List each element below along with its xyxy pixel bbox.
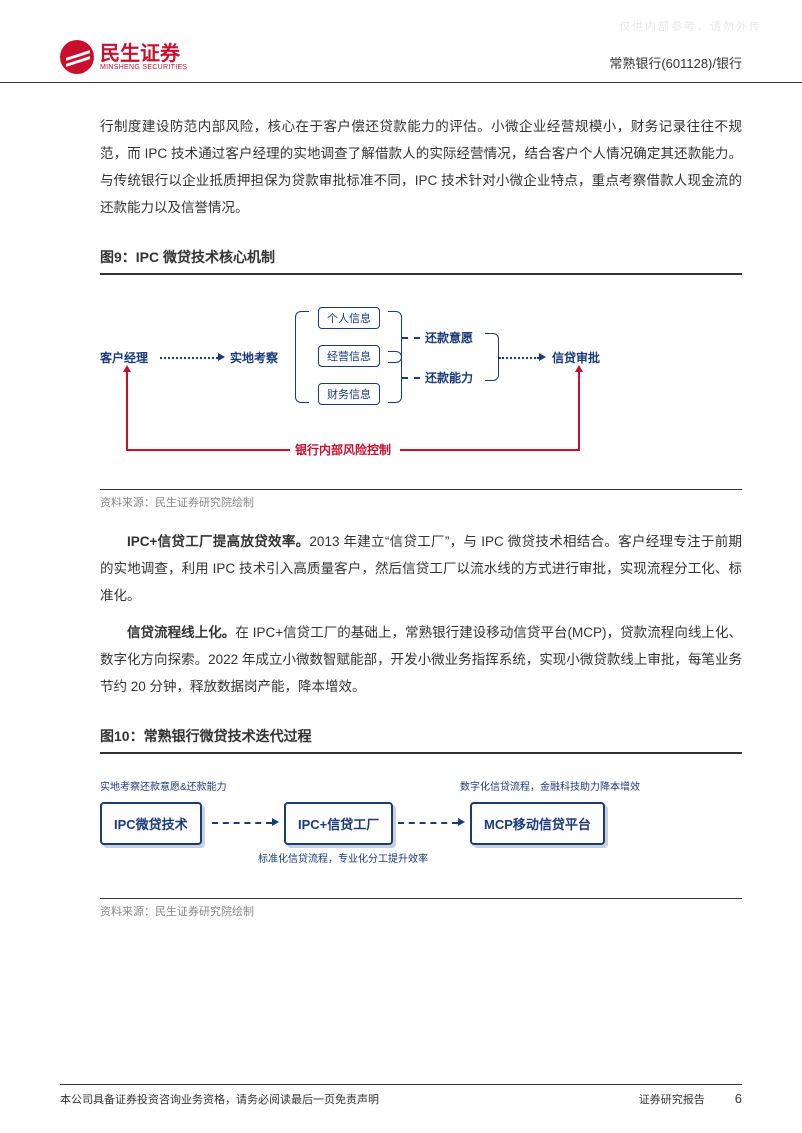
logo-icon <box>60 40 94 74</box>
node-inspect: 实地考察 <box>230 349 278 366</box>
paragraph-2: IPC+信贷工厂提高放贷效率。2013 年建立“信贷工厂”，与 IPC 微贷技术… <box>100 528 742 609</box>
f10-label-1: 实地考察还款意愿&还款能力 <box>100 778 227 793</box>
figure10-source: 资料来源：民生证券研究院绘制 <box>100 898 742 919</box>
logo-area: 民生证券 MINSHENG SECURITIES <box>60 40 187 74</box>
paragraph-1: 行制度建设防范内部风险，核心在于客户偿还贷款能力的评估。小微企业经营规模小，财务… <box>100 113 742 221</box>
page-footer: 本公司具备证券投资咨询业务资格，请务必阅读最后一页免责声明 证券研究报告 6 <box>60 1084 742 1107</box>
p2-strong: IPC+信贷工厂提高放贷效率。 <box>127 534 309 549</box>
node-manager: 客户经理 <box>100 349 148 366</box>
bracket-r2 <box>388 351 402 403</box>
red-v-left <box>126 369 128 449</box>
arrowhead-1 <box>218 353 225 361</box>
footer-left: 本公司具备证券投资咨询业务资格，请务必阅读最后一页免责声明 <box>60 1091 379 1107</box>
f10-block-2: IPC+信贷工厂 <box>284 802 393 845</box>
logo-en: MINSHENG SECURITIES <box>100 64 187 71</box>
figure10-diagram: 实地考察还款意愿&还款能力 数字化信贷流程，金融科技助力降本增效 IPC微贷技术… <box>100 768 742 888</box>
red-h-1 <box>126 449 290 451</box>
f10-arrowhead-1 <box>272 818 279 826</box>
figure9-title: 图9：IPC 微贷技术核心机制 <box>100 247 742 275</box>
box-personal: 个人信息 <box>318 307 380 329</box>
watermark: 仅供内部参考，请勿外传 <box>619 18 762 34</box>
figure10-title: 图10：常熟银行微贷技术迭代过程 <box>100 726 742 754</box>
figure9-diagram: 客户经理 实地考察 个人信息 经营信息 财务信息 还款意愿 还款能力 信贷审批 … <box>100 289 742 479</box>
page-header: 民生证券 MINSHENG SECURITIES 常熟银行(601128)/银行 <box>0 0 802 83</box>
f10-label-2: 标准化信贷流程，专业化分工提升效率 <box>258 850 428 865</box>
arrow-dots-2 <box>499 357 539 359</box>
p3-strong: 信贷流程线上化。 <box>127 625 235 640</box>
box-business: 经营信息 <box>318 345 380 367</box>
dash-r2 <box>402 377 420 379</box>
label-risk: 银行内部风险控制 <box>295 441 391 458</box>
f10-arrowhead-2 <box>458 818 465 826</box>
page-number: 6 <box>735 1091 742 1106</box>
arrowhead-2 <box>539 353 546 361</box>
red-h-2 <box>400 449 578 451</box>
bracket-r3 <box>485 333 499 381</box>
node-ability: 还款能力 <box>425 369 473 386</box>
f10-block-3: MCP移动信贷平台 <box>470 802 605 845</box>
header-right: 常熟银行(601128)/银行 <box>609 53 742 74</box>
arrow-dots-1 <box>160 357 218 359</box>
f10-label-3: 数字化信贷流程，金融科技助力降本增效 <box>460 778 640 793</box>
figure9-source: 资料来源：民生证券研究院绘制 <box>100 489 742 510</box>
logo-cn: 民生证券 <box>100 44 187 64</box>
node-willing: 还款意愿 <box>425 329 473 346</box>
f10-block-1: IPC微贷技术 <box>100 802 202 845</box>
red-arrow-up-right <box>575 365 583 372</box>
f10-arrow-1 <box>212 822 272 824</box>
dash-r1 <box>402 337 420 339</box>
red-arrow-up-left <box>123 365 131 372</box>
f10-arrow-2 <box>398 822 458 824</box>
bracket-left <box>295 311 309 403</box>
node-approval: 信贷审批 <box>552 349 600 366</box>
content: 行制度建设防范内部风险，核心在于客户偿还贷款能力的评估。小微企业经营规模小，财务… <box>0 83 802 919</box>
box-finance: 财务信息 <box>318 383 380 405</box>
red-v-right <box>578 369 580 451</box>
footer-right: 证券研究报告 <box>639 1091 705 1107</box>
paragraph-3: 信贷流程线上化。在 IPC+信贷工厂的基础上，常熟银行建设移动信贷平台(MCP)… <box>100 619 742 700</box>
